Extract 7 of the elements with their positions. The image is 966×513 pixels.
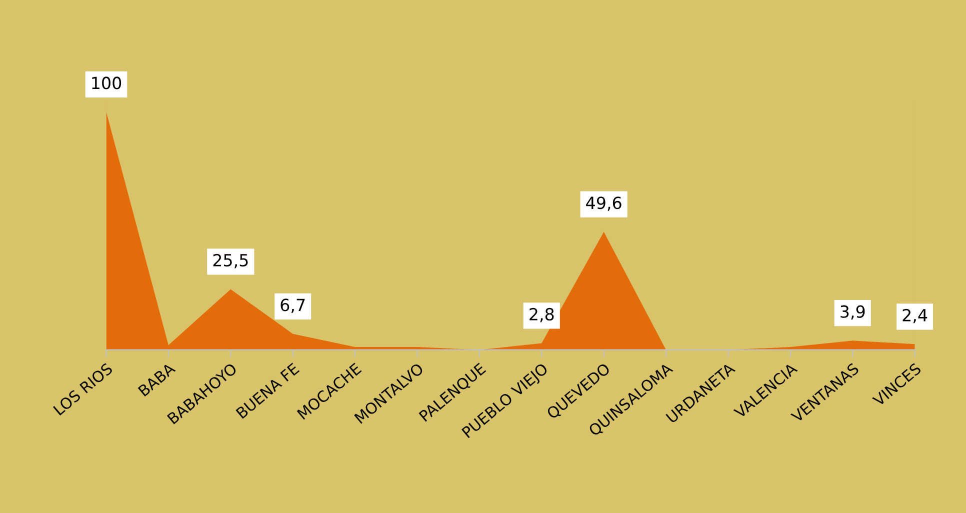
data-label: 2,4 (902, 308, 928, 324)
data-label: 3,9 (840, 305, 865, 320)
data-label: 6,7 (280, 298, 305, 313)
data-label: 25,5 (213, 254, 248, 268)
data-label: 100 (92, 76, 122, 90)
data-label: 2,8 (530, 308, 554, 322)
data-label: 49,6 (586, 196, 622, 211)
